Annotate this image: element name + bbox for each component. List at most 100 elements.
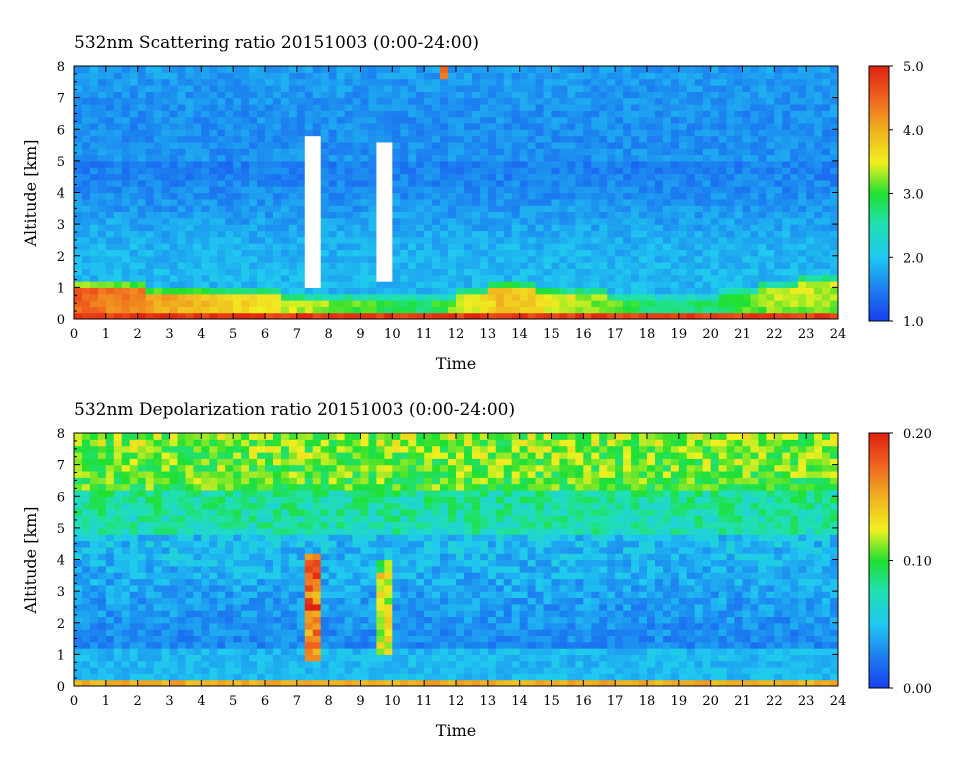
heatmap-cell — [583, 91, 592, 99]
heatmap-cell — [424, 116, 433, 124]
heatmap-cell — [448, 186, 457, 194]
heatmap-cell — [169, 116, 179, 124]
heatmap-cell — [328, 198, 338, 206]
heatmap-cell — [463, 198, 473, 206]
heatmap-cell — [742, 198, 752, 206]
heatmap-cell — [758, 84, 767, 92]
heatmap-cell — [153, 572, 163, 580]
heatmap-cell — [384, 243, 393, 251]
heatmap-cell — [567, 122, 576, 130]
heatmap-cell — [201, 470, 210, 478]
heatmap-cell — [830, 230, 838, 238]
heatmap-cell — [814, 66, 823, 73]
heatmap-cell — [575, 97, 584, 105]
heatmap-cell — [742, 66, 752, 73]
heatmap-cell — [567, 236, 576, 244]
heatmap-cell — [615, 141, 624, 149]
heatmap-cell — [376, 103, 385, 111]
heatmap-cell — [822, 262, 831, 269]
heatmap-cell — [639, 179, 648, 187]
heatmap-cell — [233, 91, 242, 99]
heatmap-cell — [432, 167, 441, 175]
heatmap-cell — [137, 433, 147, 440]
heatmap-cell — [145, 521, 155, 529]
heatmap-cell — [662, 262, 672, 269]
heatmap-cell — [742, 300, 752, 307]
heatmap-cell — [694, 122, 704, 130]
heatmap-cell — [209, 603, 218, 611]
heatmap-cell — [169, 243, 179, 251]
heatmap-cell — [225, 489, 234, 497]
heatmap-cell — [368, 312, 378, 319]
heatmap-cell — [718, 179, 728, 187]
heatmap-cell — [74, 553, 83, 561]
heatmap-cell — [662, 211, 672, 219]
heatmap-cell — [448, 262, 457, 269]
heatmap-cell — [551, 179, 561, 187]
heatmap-cell — [456, 274, 465, 282]
heatmap-cell — [392, 129, 401, 137]
heatmap-cell — [312, 72, 322, 80]
heatmap-cell — [463, 148, 473, 156]
heatmap-cell — [81, 103, 91, 111]
heatmap-cell — [766, 173, 775, 181]
heatmap-cell — [543, 312, 553, 319]
heatmap-cell — [416, 224, 425, 232]
heatmap-cell — [233, 72, 242, 80]
heatmap-cell — [74, 186, 83, 194]
heatmap-cell — [113, 591, 123, 599]
heatmap-cell — [153, 508, 163, 516]
heatmap-cell — [599, 173, 608, 181]
heatmap-cell — [169, 91, 179, 99]
heatmap-cell — [217, 660, 226, 668]
heatmap-cell — [265, 489, 274, 497]
heatmap-cell — [535, 274, 545, 282]
heatmap-cell — [822, 72, 831, 80]
heatmap-cell — [89, 597, 99, 605]
heatmap-cell — [97, 654, 107, 662]
heatmap-cell — [288, 224, 298, 232]
heatmap-cell — [806, 78, 815, 86]
heatmap-cell — [448, 287, 457, 295]
heatmap-cell — [766, 306, 775, 314]
heatmap-cell — [806, 97, 815, 105]
heatmap-cell — [137, 255, 147, 263]
heatmap-cell — [201, 534, 210, 542]
heatmap-cell — [257, 167, 266, 175]
heatmap-cell — [81, 91, 91, 99]
heatmap-cell — [161, 451, 171, 459]
heatmap-cell — [201, 451, 210, 459]
heatmap-cell — [145, 287, 155, 295]
heatmap-cell — [408, 66, 417, 73]
heatmap-cell — [718, 255, 728, 263]
heatmap-cell — [265, 559, 274, 567]
heatmap-cell — [121, 148, 131, 156]
heatmap-cell — [105, 629, 115, 636]
heatmap-cell — [161, 521, 171, 529]
heatmap-cell — [678, 167, 688, 175]
heatmap-cell — [654, 198, 664, 206]
heatmap-cell — [320, 72, 330, 80]
heatmap-cell — [74, 483, 83, 491]
heatmap-cell — [471, 262, 481, 269]
heatmap-cell — [177, 230, 187, 238]
heatmap-cell — [225, 103, 234, 111]
heatmap-cell — [129, 597, 139, 605]
heatmap-cell — [89, 186, 99, 194]
heatmap-cell — [830, 148, 838, 156]
heatmap-cell — [782, 173, 791, 181]
heatmap-cell — [742, 262, 752, 269]
heatmap-cell — [599, 148, 608, 156]
heatmap-cell — [384, 274, 393, 282]
heatmap-cell — [272, 205, 282, 213]
heatmap-cell — [169, 654, 179, 662]
heatmap-cell — [654, 179, 664, 187]
heatmap-cell — [249, 597, 258, 605]
heatmap-cell — [113, 312, 123, 319]
heatmap-cell — [623, 167, 632, 175]
heatmap-cell — [328, 160, 338, 168]
heatmap-cell — [750, 243, 760, 251]
heatmap-cell — [774, 236, 783, 244]
heatmap-cell — [193, 66, 202, 73]
heatmap-cell — [448, 167, 457, 175]
